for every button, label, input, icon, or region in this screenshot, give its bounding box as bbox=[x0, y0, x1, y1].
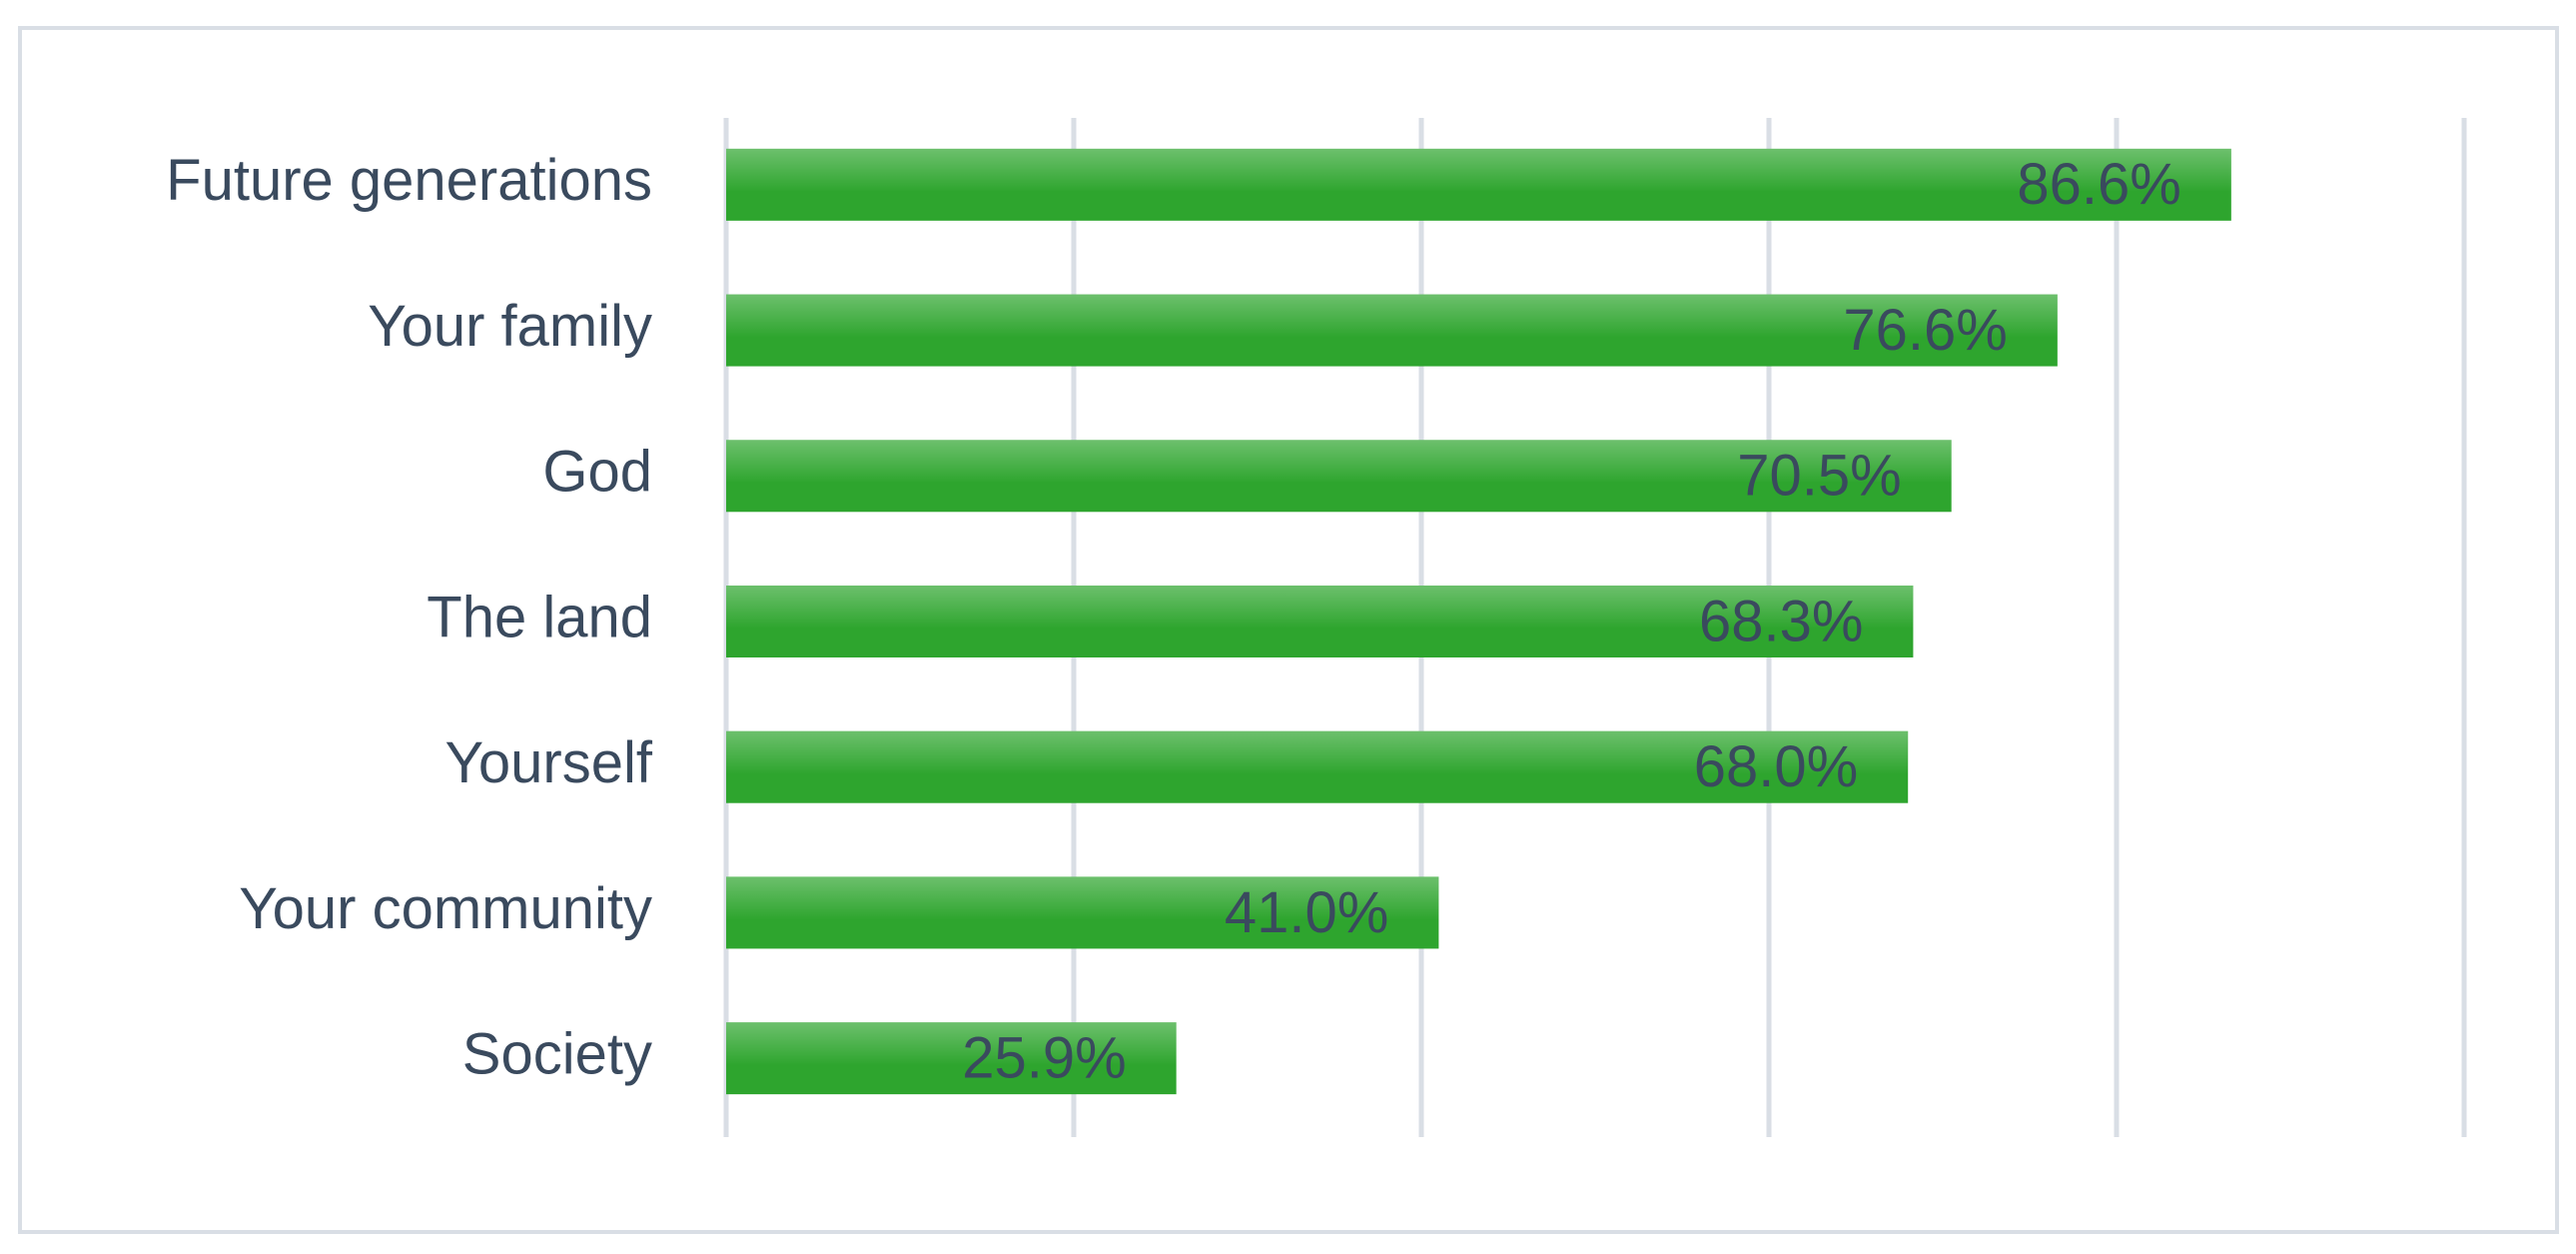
category-label: Society bbox=[462, 1021, 652, 1086]
bar-highlight bbox=[726, 440, 1952, 513]
data-label: 68.0% bbox=[1694, 734, 1858, 799]
category-label: God bbox=[542, 440, 652, 505]
data-label: 70.5% bbox=[1737, 444, 1901, 509]
bar-highlight bbox=[726, 294, 2058, 367]
data-label: 41.0% bbox=[1225, 880, 1388, 945]
bar-highlight bbox=[726, 148, 2231, 221]
data-label: 76.6% bbox=[1843, 298, 2007, 363]
bar-highlight bbox=[726, 586, 1914, 657]
bar-highlight bbox=[726, 1022, 1177, 1095]
data-label: 86.6% bbox=[2017, 152, 2180, 217]
category-label: The land bbox=[427, 585, 652, 649]
category-label: Yourself bbox=[445, 730, 653, 795]
data-label: 68.3% bbox=[1699, 589, 1863, 653]
grid bbox=[723, 118, 2467, 1137]
category-label: Future generations bbox=[166, 148, 652, 213]
data-label: 25.9% bbox=[962, 1025, 1126, 1090]
plot: Future generations 86.6% Your family 76.6% G… bbox=[166, 148, 2231, 1095]
bar-highlight bbox=[726, 730, 1909, 803]
bar-highlight bbox=[726, 876, 1439, 949]
category-label: Your community bbox=[239, 876, 652, 941]
category-label: Your family bbox=[368, 294, 652, 359]
